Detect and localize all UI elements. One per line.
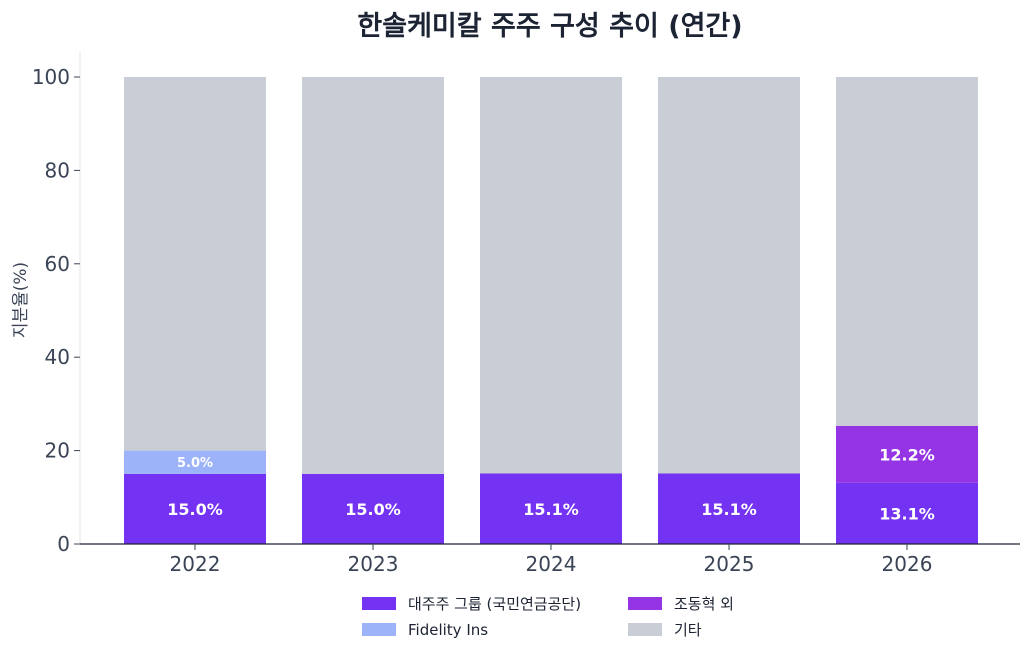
y-tick-label: 40 xyxy=(45,345,70,369)
bar-segment xyxy=(124,450,266,474)
bars-layer xyxy=(124,77,978,544)
y-ticks: 0 20 40 60 80 100 xyxy=(32,65,80,556)
x-ticks: 2022 2023 2024 2025 2026 xyxy=(170,544,933,576)
bar-segment xyxy=(302,473,444,544)
legend-label: 조동혁 외 xyxy=(674,595,734,613)
x-tick-label: 2025 xyxy=(704,552,755,576)
data-label: 15.1% xyxy=(523,500,579,519)
data-label: 15.0% xyxy=(167,500,223,519)
data-label: 13.1% xyxy=(879,504,935,523)
x-tick-label: 2024 xyxy=(526,552,577,576)
bar-segment xyxy=(480,473,622,544)
legend-swatch xyxy=(628,597,662,610)
bar-segment xyxy=(658,77,800,474)
x-tick-label: 2023 xyxy=(348,552,399,576)
bar-segment xyxy=(480,77,622,474)
legend-label: 대주주 그룹 (국민연금공단) xyxy=(408,595,581,613)
y-tick-label: 100 xyxy=(32,65,70,89)
legend-label: Fidelity Ins xyxy=(408,621,488,639)
data-labels-layer: 15.0% 5.0% 15.0% 15.1% 15.1% 13.1% 12.2% xyxy=(167,445,935,523)
x-tick-label: 2022 xyxy=(170,552,221,576)
bar-segment xyxy=(124,77,266,451)
bar-segment xyxy=(658,473,800,544)
bar-segment xyxy=(836,482,978,544)
legend-swatch xyxy=(362,623,396,636)
y-tick-label: 0 xyxy=(57,532,70,556)
chart-title: 한솔케미칼 주주 구성 추이 (연간) xyxy=(357,11,742,42)
legend-label: 기타 xyxy=(674,621,702,639)
y-tick-label: 20 xyxy=(45,439,70,463)
legend: 대주주 그룹 (국민연금공단) Fidelity Ins 조동혁 외기타 xyxy=(362,595,734,639)
data-label: 15.0% xyxy=(345,500,401,519)
legend-swatch xyxy=(628,623,662,636)
y-tick-label: 80 xyxy=(45,158,70,182)
x-tick-label: 2026 xyxy=(882,552,933,576)
bar-segment xyxy=(302,77,444,474)
bar-segment xyxy=(836,77,978,426)
data-label: 5.0% xyxy=(177,456,213,471)
legend-swatch xyxy=(362,597,396,610)
y-axis-label: 지분율(%) xyxy=(11,262,31,338)
bar-segment xyxy=(836,425,978,483)
data-label: 12.2% xyxy=(879,445,935,464)
data-label: 15.1% xyxy=(701,500,757,519)
bar-segment xyxy=(124,473,266,544)
y-tick-label: 60 xyxy=(45,252,70,276)
